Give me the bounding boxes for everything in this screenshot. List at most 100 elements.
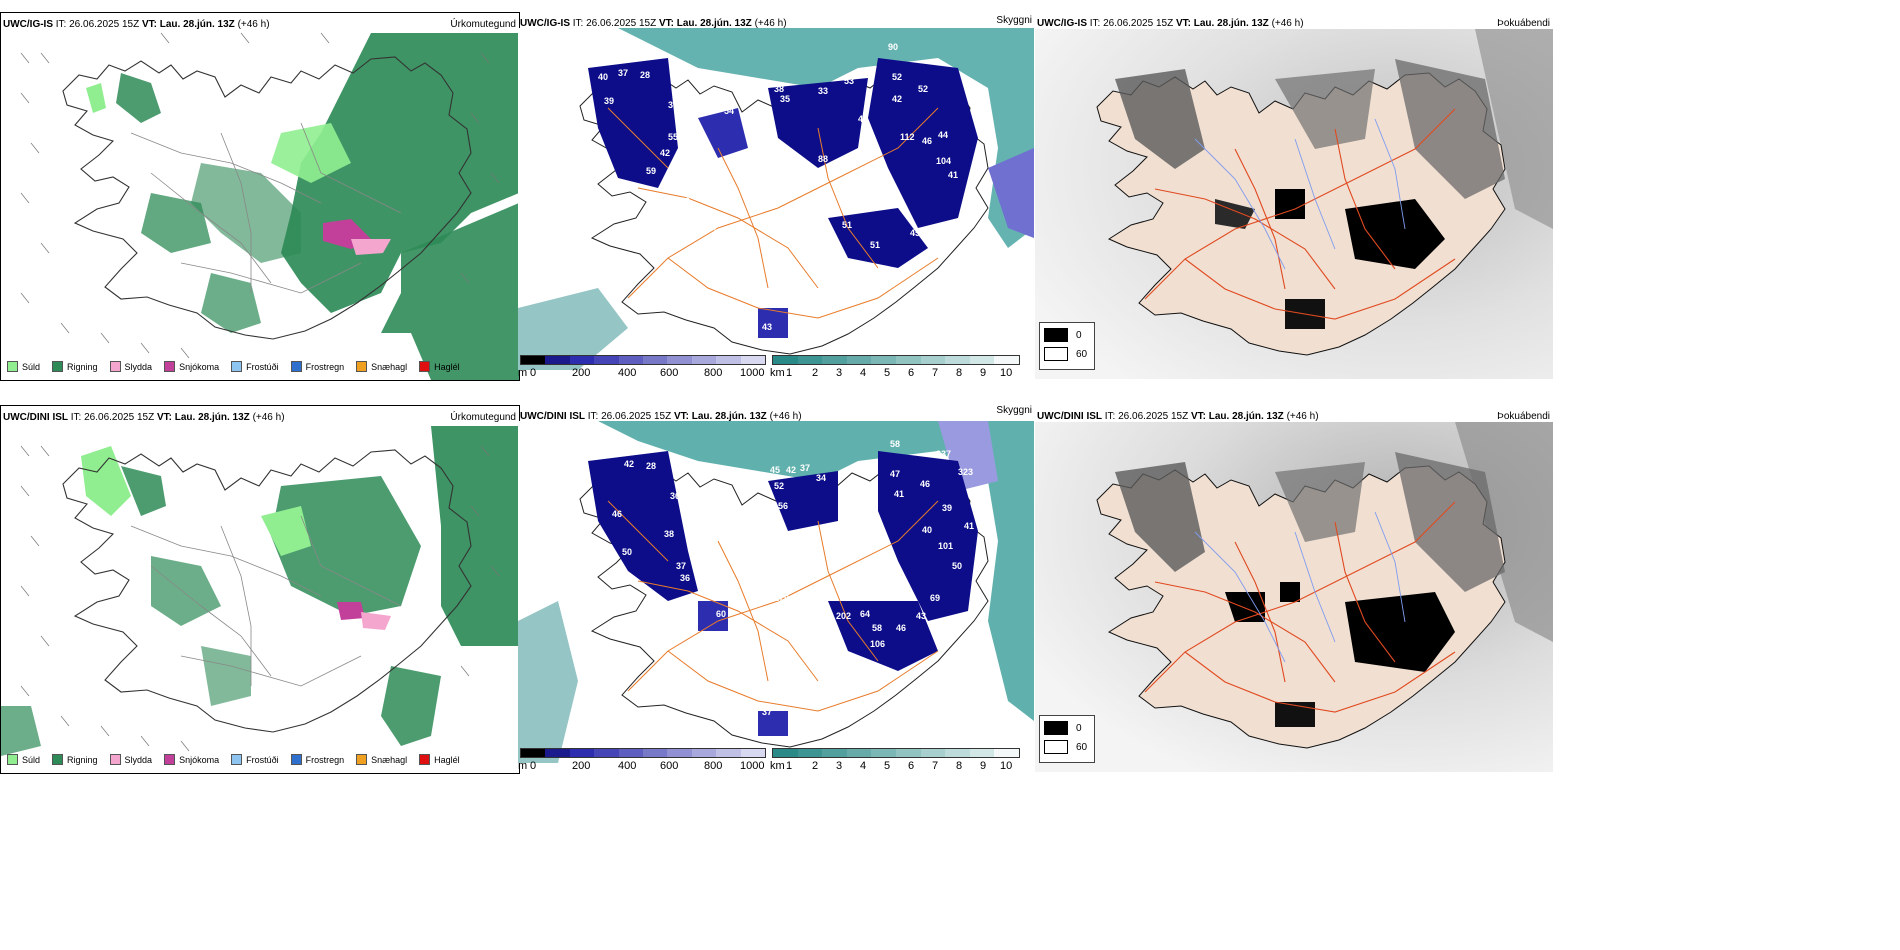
cloud-label: 43 — [916, 611, 926, 621]
colorbar-tick: 200 — [572, 760, 591, 772]
colorbar-tick: 6 — [908, 367, 915, 379]
cloud-label: 39 — [942, 503, 952, 513]
colorbar-tick: 200 — [572, 367, 591, 379]
panel-header: UWC/IG-IS IT: 26.06.2025 15Z VT: Lau. 28… — [1037, 18, 1304, 29]
colorbar-tick: 1 — [786, 367, 793, 379]
colorbar-tick: 10 — [1000, 760, 1013, 772]
precip-map-drawing — [1, 13, 519, 380]
panel-title: Úrkomutegund — [450, 412, 516, 423]
fog-key-label: 0 — [1076, 329, 1082, 341]
legend-item-snaehagl: Snæhagl — [356, 754, 407, 765]
colorbar-tick: 8 — [956, 760, 963, 772]
cloud-label: 37 — [762, 707, 772, 717]
panel-title: Skyggni — [996, 15, 1032, 26]
precip-map-drawing — [1, 406, 519, 773]
legend-item-snjokoma: Snjókoma — [164, 754, 219, 765]
cloud-label: 52 — [918, 84, 928, 94]
cloud-label: 46 — [896, 623, 906, 633]
cloud-label: 42 — [786, 465, 796, 475]
legend-item-rigning: Rigning — [52, 754, 98, 765]
cloud-label: 44 — [630, 52, 640, 62]
cloud-label: 60 — [862, 142, 872, 152]
fog-key-label: 0 — [1076, 722, 1082, 734]
cloud-label: 37 — [676, 561, 686, 571]
colorbar-tick: 600 — [660, 367, 679, 379]
colorbar-tick: 7 — [932, 760, 939, 772]
cloud-label: 37 — [800, 463, 810, 473]
panel-title: Úrkomutegund — [450, 19, 516, 30]
cloud-label: 54 — [724, 106, 734, 116]
legend-item-sudl: Súld — [7, 361, 40, 372]
colorbar-tick: 4 — [860, 760, 867, 772]
colorbar-tick: 2 — [812, 760, 819, 772]
legend-item-snaehagl: Snæhagl — [356, 361, 407, 372]
cloud-label: 61 — [856, 186, 866, 196]
colorbar-tick: 3 — [836, 367, 843, 379]
cloud-label: 44 — [938, 130, 948, 140]
colorbar-tick: 800 — [704, 760, 723, 772]
cloud-label: 45 — [858, 114, 868, 124]
panel-header: UWC/DINI ISL IT: 26.06.2025 15Z VT: Lau.… — [520, 411, 802, 422]
cloud-label: 40 — [922, 525, 932, 535]
cloud-label: 106 — [870, 639, 885, 649]
fog-key-label: 60 — [1076, 348, 1088, 360]
cloud-label: 237 — [936, 449, 951, 459]
panel-header: UWC/DINI ISL IT: 26.06.2025 15Z VT: Lau.… — [3, 412, 285, 423]
colorbar-tick: 7 — [932, 367, 939, 379]
visibility-colorbar: km 1 2 3 4 5 6 7 8 9 10 — [770, 748, 1020, 772]
cloud-label: 101 — [938, 541, 953, 551]
legend-item-slydda: Slydda — [109, 754, 152, 765]
colorbar-tick: 9 — [980, 760, 987, 772]
cloud-label: 56 — [778, 501, 788, 511]
visibility-colorbar-swatches — [772, 748, 1020, 758]
cloud-label: 323 — [958, 467, 973, 477]
panel-title: Þokuábendi — [1497, 411, 1550, 422]
fog-map-drawing — [1035, 29, 1553, 379]
cloud-label: 42 — [624, 459, 634, 469]
colorbar-tick: 4 — [860, 367, 867, 379]
cloud-label: 35 — [780, 94, 790, 104]
legend-item-slydda: Slydda — [109, 361, 152, 372]
cloud-label: 53 — [674, 184, 684, 194]
cloud-label: 28 — [640, 70, 650, 80]
cloud-label: 104 — [936, 156, 951, 166]
cloud-base-labels: 46 42 28 36 46 38 50 37 36 45 42 37 34 5… — [612, 439, 974, 719]
colorbar-tick: 1000 — [740, 760, 765, 772]
cloud-label: 46 — [922, 136, 932, 146]
cloud-label: 41 — [894, 489, 904, 499]
cloud-label: 46 — [920, 479, 930, 489]
cloud-label: 46 — [612, 509, 622, 519]
cloud-label: 39 — [604, 96, 614, 106]
colorbar-unit: m — [518, 760, 528, 772]
cloud-label: 38 — [664, 529, 674, 539]
panel-header: UWC/DINI ISL IT: 26.06.2025 15Z VT: Lau.… — [1037, 411, 1319, 422]
cloud-map-drawing: 44 40 37 28 39 31 55 42 59 53 50 54 35 3… — [518, 28, 1034, 370]
colorbar-tick: 3 — [836, 760, 843, 772]
colorbar-unit: m — [518, 367, 528, 379]
legend-item-sudl: Súld — [7, 754, 40, 765]
cloud-label: 50 — [680, 196, 690, 206]
cloud-label: 43 — [762, 322, 772, 332]
cloud-label: 52 — [774, 481, 784, 491]
fog-key: 0 60 — [1039, 715, 1095, 763]
panel-header: UWC/IG-IS IT: 26.06.2025 15Z VT: Lau. 28… — [520, 18, 787, 29]
colorbar-tick: 10 — [1000, 367, 1013, 379]
legend-item-hagel: Haglél — [419, 361, 460, 372]
colorbar-tick: 1 — [786, 760, 793, 772]
colorbar-tick: 6 — [908, 760, 915, 772]
visibility-colorbar-swatches — [772, 355, 1020, 365]
cloud-label: 28 — [646, 461, 656, 471]
cloud-label: 36 — [670, 491, 680, 501]
fog-key-label: 60 — [1076, 741, 1088, 753]
cloud-label: 47 — [890, 469, 900, 479]
colorbar-tick: 5 — [884, 760, 891, 772]
precip-legend: Súld Rigning Slydda Snjókoma Frostúði Fr… — [7, 361, 472, 372]
cloud-label: 64 — [860, 609, 870, 619]
colorbar-unit: km — [770, 760, 785, 772]
fog-key: 0 60 — [1039, 322, 1095, 370]
precip-legend: Súld Rigning Slydda Snjókoma Frostúði Fr… — [7, 754, 472, 765]
legend-item-frostudi: Frostúði — [231, 754, 279, 765]
legend-item-rigning: Rigning — [52, 361, 98, 372]
legend-item-hagel: Haglél — [419, 754, 460, 765]
cloud-map-drawing: 46 42 28 36 46 38 50 37 36 45 42 37 34 5… — [518, 421, 1034, 763]
